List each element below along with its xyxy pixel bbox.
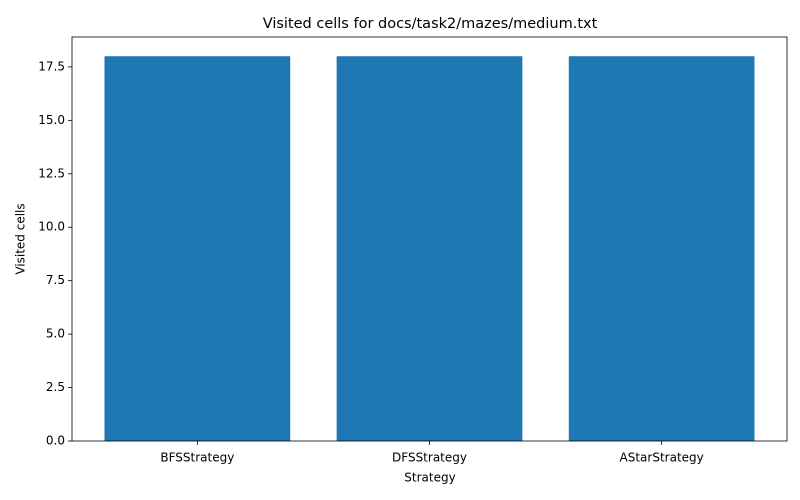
y-tick-label: 0.0 (46, 434, 65, 448)
y-tick-label: 7.5 (46, 273, 65, 287)
y-tick-label: 12.5 (38, 166, 65, 180)
axes-frame (71, 36, 788, 442)
chart-title: Visited cells for docs/task2/mazes/mediu… (263, 16, 598, 32)
y-tick-label: 17.5 (38, 59, 65, 73)
y-tick-label: 5.0 (46, 327, 65, 341)
bar (336, 56, 523, 441)
x-tick-label: AStarStrategy (620, 451, 704, 465)
x-tick-label: BFSStrategy (160, 451, 234, 465)
y-axis-label: Visited cells (14, 203, 28, 274)
y-tick-label: 15.0 (38, 113, 65, 127)
bar (104, 56, 291, 441)
y-tick-label: 2.5 (46, 380, 65, 394)
y-tick-label: 10.0 (38, 220, 65, 234)
x-tick-label: DFSStrategy (392, 451, 467, 465)
bar (568, 56, 755, 441)
x-axis-label: Strategy (404, 471, 455, 485)
